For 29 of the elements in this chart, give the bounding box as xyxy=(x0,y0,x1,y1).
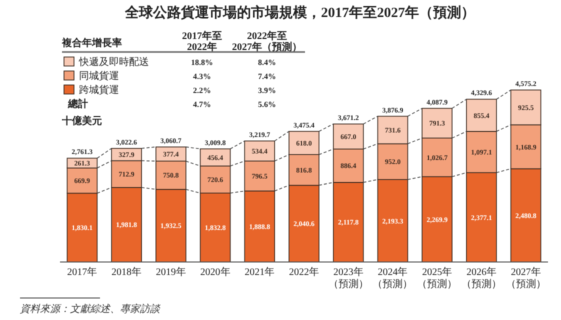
x-tick-label: 2022年 xyxy=(289,266,319,278)
annotation: 3.9% xyxy=(258,86,276,95)
text: 2022年至 2027年（預測） xyxy=(232,31,302,53)
x-tick-label: 2024年（預測） xyxy=(372,266,413,290)
x-tick-label: 2026年（預測） xyxy=(461,266,502,290)
legend-label: 快遞及即時配送 xyxy=(78,56,149,68)
x-tick-label: 2023年（預測） xyxy=(328,266,368,290)
annotation: 2.2% xyxy=(193,86,211,95)
annotation: 總計 xyxy=(67,98,88,110)
text: 4.3% xyxy=(193,72,211,81)
x-tick-label: 2027年（預測） xyxy=(506,266,546,290)
text: 18.8% xyxy=(191,58,213,67)
chart-title: 全球公路貨運市場的市場規模，2017年至2027年（預測） xyxy=(124,4,475,21)
text: 8.4% xyxy=(258,58,276,67)
text: 2017年至 2022年 xyxy=(182,31,222,53)
legend-label: 同城貨運 xyxy=(79,70,119,82)
source-note: 資料來源：文獻綜述、專家訪談 xyxy=(20,303,161,315)
x-tick-label: 2017年 xyxy=(67,266,98,278)
legend-label: 跨城貨運 xyxy=(79,84,119,96)
annotation: 4.7% xyxy=(193,100,211,109)
x-tick-label: 2020年 xyxy=(200,266,230,278)
y-axis-title: 十億美元 xyxy=(61,115,102,127)
annotation: 5.6% xyxy=(258,100,276,109)
x-tick-label: 2025年（預測） xyxy=(417,266,458,290)
x-tick-label: 2019年 xyxy=(156,266,186,278)
text: 複合年增長率 xyxy=(62,38,122,49)
x-tick-label: 2018年 xyxy=(112,266,142,278)
x-tick-label: 2021年 xyxy=(244,266,275,278)
text: 7.4% xyxy=(258,72,276,81)
